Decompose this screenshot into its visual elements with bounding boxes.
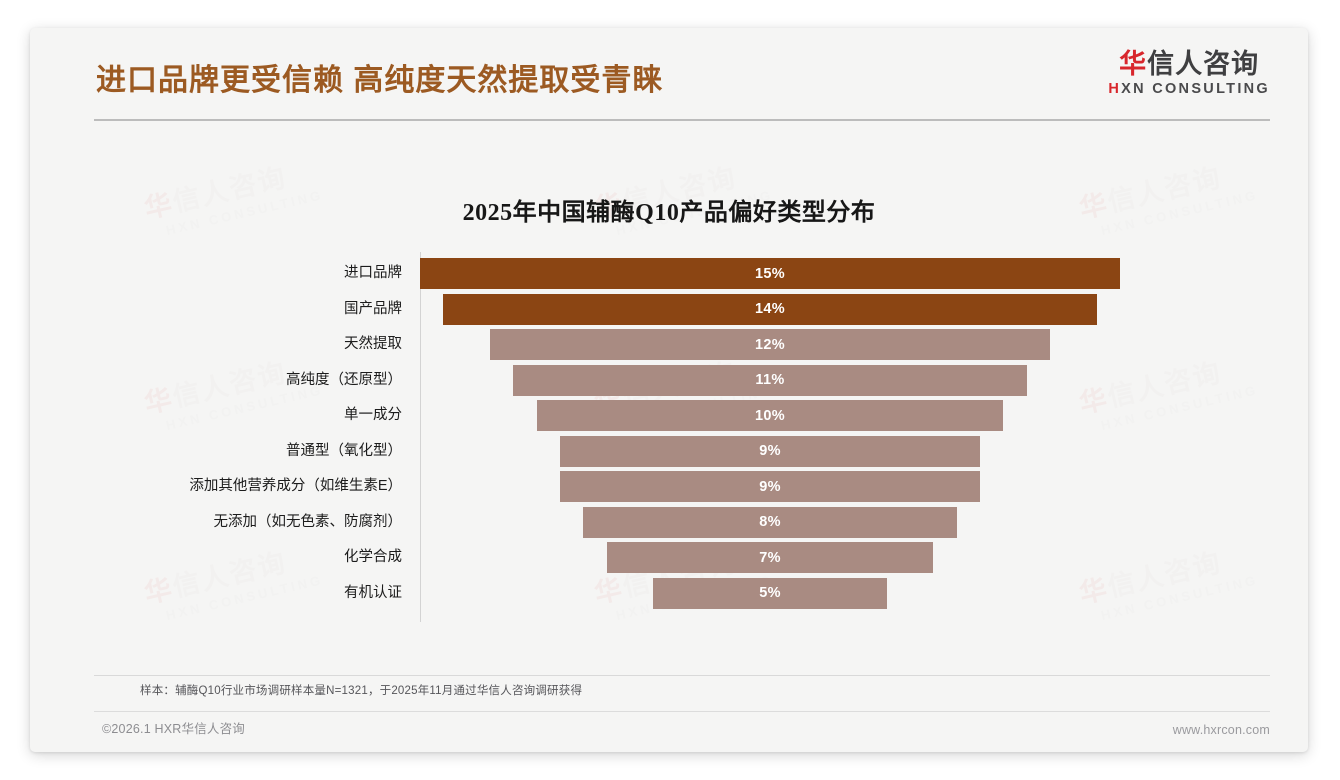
source-footnote: 样本：辅酶Q10行业市场调研样本量N=1321，于2025年11月通过华信人咨询… [140, 685, 583, 697]
funnel-row: 有机认证 5% [30, 576, 1308, 612]
footnote-divider-bottom [94, 711, 1270, 712]
funnel-track: 9% [420, 469, 1308, 505]
funnel-row: 普通型（氧化型） 9% [30, 434, 1308, 470]
funnel-chart: 进口品牌 15% 国产品牌 14% 天然提取 12% 高纯度（还原型） 11% 单一成分 10% 普… [30, 252, 1308, 622]
funnel-category-label: 高纯度（还原型） [286, 371, 402, 388]
funnel-category-label: 国产品牌 [344, 300, 402, 317]
funnel-bar-value: 12% [755, 336, 785, 353]
funnel-bar-value: 8% [759, 514, 781, 530]
copyright-text: ©2026.1 HXR华信人咨询 [102, 722, 246, 736]
funnel-track: 15% [420, 256, 1308, 292]
funnel-track: 14% [420, 292, 1308, 328]
funnel-category-label: 无添加（如无色素、防腐剂） [213, 513, 403, 530]
funnel-track: 11% [420, 363, 1308, 399]
funnel-bar-value: 5% [759, 585, 781, 601]
funnel-bar[interactable]: 15% [420, 258, 1120, 289]
funnel-bar-value: 15% [755, 265, 785, 282]
funnel-row: 进口品牌 15% [30, 256, 1308, 292]
funnel-bar[interactable]: 14% [443, 293, 1097, 325]
funnel-track: 12% [420, 327, 1308, 363]
funnel-row: 天然提取 12% [30, 327, 1308, 363]
funnel-row: 无添加（如无色素、防腐剂） 8% [30, 505, 1308, 541]
brand-logo: 华信人咨询 HXN CONSULTING [1108, 50, 1270, 98]
funnel-track: 10% [420, 398, 1308, 434]
logo-accent-char: 华 [1119, 49, 1148, 79]
funnel-category-label: 进口品牌 [344, 265, 402, 281]
funnel-bar-value: 9% [759, 478, 781, 495]
chart-container: 2025年中国辅酶Q10产品偏好类型分布 进口品牌 15% 国产品牌 14% 天然提取 1… [30, 124, 1308, 656]
funnel-bar[interactable]: 11% [513, 364, 1027, 396]
funnel-category-label: 天然提取 [344, 336, 402, 352]
logo-chinese: 华信人咨询 [1108, 50, 1270, 78]
website-url[interactable]: www.hxrcon.com [1172, 723, 1270, 737]
funnel-bar-value: 11% [755, 372, 785, 388]
page-title: 进口品牌更受信赖 高纯度天然提取受青睐 [96, 64, 664, 97]
funnel-category-label: 化学合成 [344, 549, 402, 565]
funnel-bar-value: 14% [755, 301, 785, 317]
funnel-track: 9% [420, 434, 1308, 470]
slide-header: 进口品牌更受信赖 高纯度天然提取受青睐 华信人咨询 HXN CONSULTING [30, 28, 1308, 124]
funnel-category-label: 单一成分 [344, 407, 402, 423]
slide-card: 华信人咨询 HXN CONSULTING 华信人咨询 HXN CONSULTING 华信… [30, 28, 1308, 752]
funnel-category-label: 有机认证 [344, 584, 402, 601]
chart-axis-line [420, 252, 421, 622]
funnel-bar[interactable]: 12% [490, 329, 1050, 360]
footnote-divider-top [94, 675, 1270, 676]
funnel-track: 7% [420, 540, 1308, 576]
funnel-bar[interactable]: 10% [536, 400, 1004, 431]
funnel-bar[interactable]: 7% [606, 542, 934, 573]
funnel-bar-value: 10% [755, 407, 785, 424]
logo-chinese-rest: 信人咨询 [1147, 49, 1260, 79]
funnel-bar-value: 7% [759, 549, 781, 566]
funnel-bar[interactable]: 5% [653, 577, 887, 609]
funnel-category-label: 普通型（氧化型） [286, 442, 402, 459]
chart-title: 2025年中国辅酶Q10产品偏好类型分布 [462, 200, 876, 226]
funnel-bar[interactable]: 9% [560, 471, 980, 502]
funnel-bar-value: 9% [759, 443, 781, 459]
funnel-row: 高纯度（还原型） 11% [30, 363, 1308, 399]
funnel-bar[interactable]: 9% [560, 435, 980, 467]
header-divider [94, 119, 1270, 121]
funnel-row: 添加其他营养成分（如维生素E） 9% [30, 469, 1308, 505]
logo-en-rest: XN CONSULTING [1121, 81, 1270, 98]
funnel-category-label: 添加其他营养成分（如维生素E） [189, 478, 402, 494]
logo-english: HXN CONSULTING [1108, 81, 1270, 97]
funnel-row: 单一成分 10% [30, 398, 1308, 434]
logo-en-accent: H [1108, 81, 1122, 98]
funnel-track: 8% [420, 505, 1308, 541]
funnel-track: 5% [420, 576, 1308, 612]
funnel-row: 国产品牌 14% [30, 292, 1308, 328]
funnel-row: 化学合成 7% [30, 540, 1308, 576]
funnel-bar[interactable]: 8% [583, 506, 957, 538]
